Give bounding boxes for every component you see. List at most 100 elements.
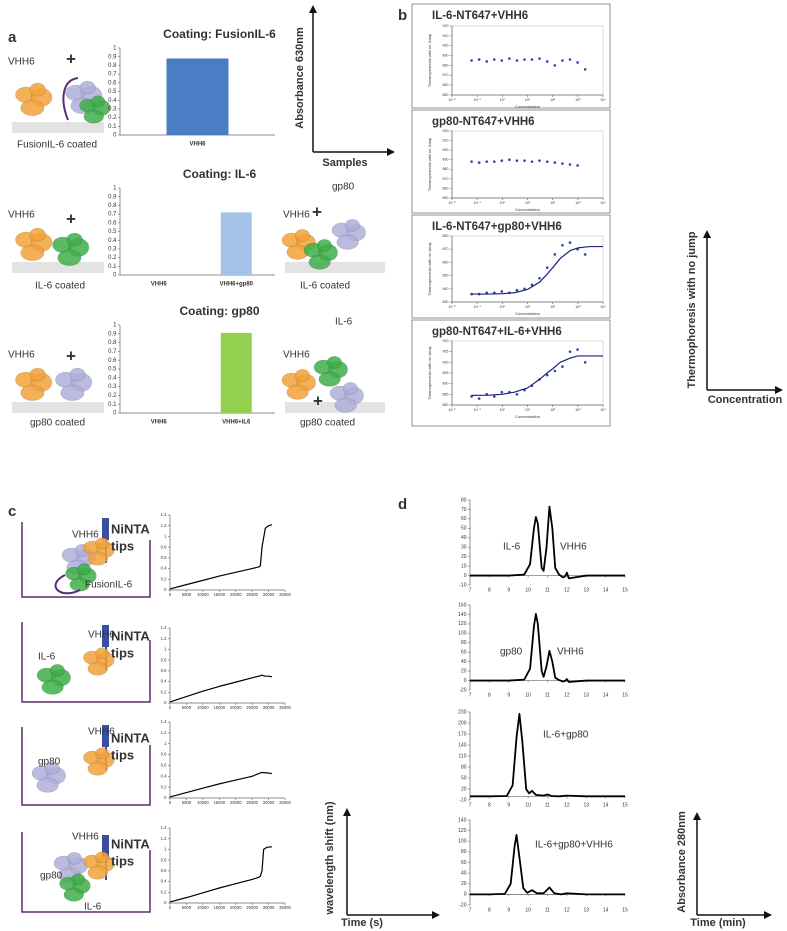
schematic-label: + xyxy=(66,209,76,228)
y-tick-label: 100 xyxy=(458,631,467,637)
y-tick-label: 0.8 xyxy=(108,203,117,209)
y-tick-label: 850 xyxy=(443,274,449,278)
x-tick-label: 14 xyxy=(603,587,609,593)
y-tick-label: 0.6 xyxy=(161,763,167,768)
y-tick-label: 890 xyxy=(443,382,449,386)
x-tick-label: 8 xyxy=(488,587,491,593)
schematic-label: gp80 xyxy=(40,871,63,882)
x-tick-label: 30000 xyxy=(263,905,275,910)
data-point xyxy=(500,59,504,62)
protein-lobe xyxy=(20,99,45,116)
y-tick-label: 0.2 xyxy=(108,393,117,399)
x-tick-label: 10⁻¹ xyxy=(474,305,482,309)
y-tick-label: 0 xyxy=(113,273,117,279)
protein-lobe xyxy=(29,82,46,97)
y-tick-label: 890 xyxy=(443,54,449,58)
y-tick-label: 80 xyxy=(461,640,467,646)
y-tick-label: 1.4 xyxy=(161,512,167,517)
x-tick-label: 5000 xyxy=(182,592,192,597)
protein-lobe xyxy=(334,397,357,413)
y-tick-label: 1 xyxy=(164,741,167,746)
axis-title: Absorbance 280nm xyxy=(676,811,688,913)
bar xyxy=(166,58,229,135)
data-point xyxy=(553,161,557,164)
data-point xyxy=(538,159,541,162)
panel-frame xyxy=(411,319,611,427)
y-tick-label: 230 xyxy=(458,709,467,715)
y-tick-label: 0.5 xyxy=(108,367,117,373)
x-tick-label: 10⁰ xyxy=(500,408,506,412)
y-tick-label: 0.2 xyxy=(161,889,167,894)
panel-letter: a xyxy=(8,29,17,46)
x-tick-label: 10² xyxy=(550,98,556,102)
tip xyxy=(102,835,109,857)
x-tick-label: 15 xyxy=(622,802,628,808)
data-line xyxy=(470,505,625,580)
y-tick-label: 60 xyxy=(461,860,467,866)
protein-lobe xyxy=(29,227,46,242)
data-point xyxy=(568,241,572,244)
y-tick-label: 50 xyxy=(461,775,467,781)
protein-lobe xyxy=(91,95,106,107)
y-tick-label: 60 xyxy=(461,650,467,656)
data-point xyxy=(583,253,587,256)
x-tick-label: 25000 xyxy=(246,905,258,910)
data-point xyxy=(470,160,473,163)
y-tick-label: 0.2 xyxy=(161,784,167,789)
x-tick-label: 15000 xyxy=(213,705,225,710)
data-point xyxy=(523,58,526,61)
x-tick-label: 10² xyxy=(550,408,556,412)
data-point xyxy=(576,164,579,167)
protein-lobe xyxy=(29,367,46,382)
protein-lobe xyxy=(57,249,82,266)
x-tick-label: 15000 xyxy=(213,800,225,805)
plot-frame xyxy=(451,25,604,96)
y-tick-label: 10 xyxy=(461,563,467,569)
x-axis-label: Concentration xyxy=(515,414,540,419)
x-tick-label: 30000 xyxy=(263,800,275,805)
y-tick-label: 1 xyxy=(164,847,167,852)
y-tick-label: 1 xyxy=(164,647,167,652)
protein-icon xyxy=(83,647,115,676)
axis-title: Time (s) xyxy=(341,917,383,929)
x-tick-label: 10⁴ xyxy=(600,201,606,205)
axis-title: Concentration xyxy=(708,394,783,406)
data-point xyxy=(583,68,587,71)
y-tick-label: 100 xyxy=(458,839,467,845)
axis-title: Time (min) xyxy=(690,917,746,929)
y-tick-label: 910 xyxy=(443,34,449,38)
y-tick-label: 40 xyxy=(461,535,467,541)
y-tick-label: 20 xyxy=(461,668,467,674)
x-tick-label: 10¹ xyxy=(525,408,531,412)
schematic-label: VHH6 xyxy=(283,210,310,221)
panel-frame xyxy=(411,3,611,109)
y-tick-label: 50 xyxy=(461,526,467,532)
protein-lobe xyxy=(308,254,331,270)
y-tick-label: 1.4 xyxy=(161,719,167,724)
y-tick-label: 0.6 xyxy=(108,80,117,86)
x-tick-label: 10⁴ xyxy=(600,98,606,102)
arrow-head xyxy=(432,911,440,919)
x-tick-label: VHH6 xyxy=(151,282,168,288)
axis-title: wavelength shift (nm) xyxy=(324,801,336,915)
y-tick-label: 0.7 xyxy=(108,349,117,355)
schematic-label: IL-6 coated xyxy=(300,281,350,292)
y-tick-label: 1.4 xyxy=(161,825,167,830)
well xyxy=(21,727,151,806)
x-tick-label: 10⁻² xyxy=(448,98,456,102)
x-tick-label: 12 xyxy=(564,802,570,808)
y-tick-label: 0.9 xyxy=(108,331,117,337)
y-tick-label: 0.1 xyxy=(108,402,117,408)
x-tick-label: VHH6+IL6 xyxy=(222,420,251,426)
protein-lobe xyxy=(95,851,110,864)
protein-lobe xyxy=(44,762,60,775)
y-tick-label: 0.6 xyxy=(161,668,167,673)
annotation: IL-6+gp80+VHH6 xyxy=(535,840,613,851)
schematic-label: IL-6 coated xyxy=(35,281,85,292)
schematic-label: VHH6 xyxy=(8,57,35,68)
schematic-label: VHH6 xyxy=(8,350,35,361)
protein-icon xyxy=(281,229,316,260)
y-tick-label: 0.4 xyxy=(161,679,167,684)
annotation: IL-6 xyxy=(503,542,521,553)
x-tick-label: 10000 xyxy=(197,905,209,910)
